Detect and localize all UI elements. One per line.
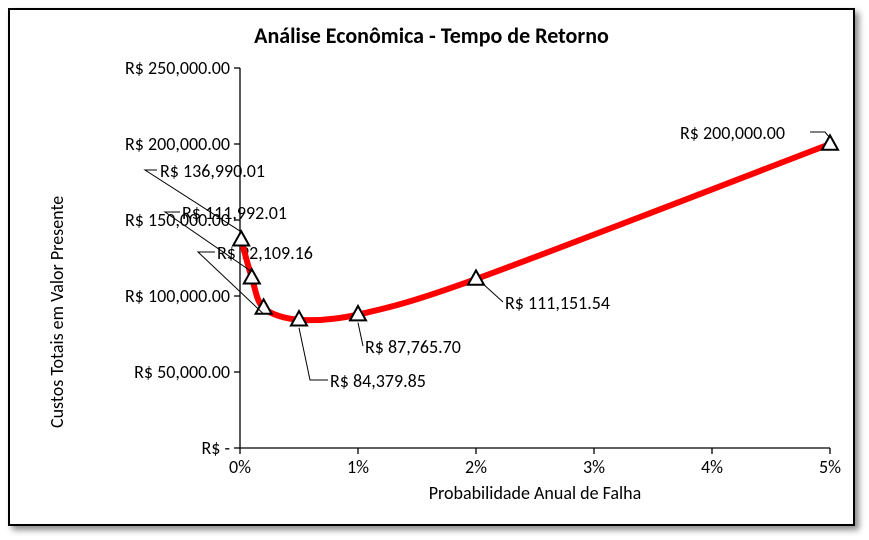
chart-frame: Análise Econômica - Tempo de Retorno Cus… <box>8 8 855 526</box>
plot-svg <box>10 10 853 524</box>
chart-container: Análise Econômica - Tempo de Retorno Cus… <box>0 0 869 540</box>
